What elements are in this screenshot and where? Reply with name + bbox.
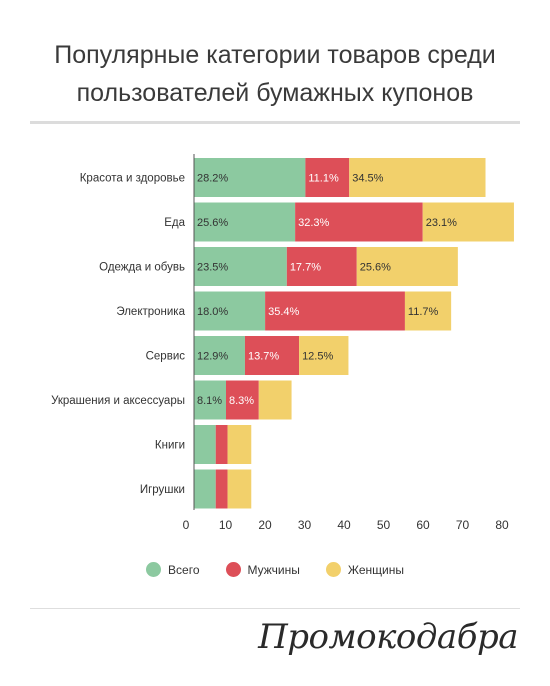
- data-label: 12.9%: [197, 351, 228, 363]
- x-tick-label: 40: [337, 518, 351, 532]
- bar-chart: Красота и здоровье 28.2% 11.1% 34.5% Еда 25.6…: [51, 154, 514, 532]
- bar-segment-all: [194, 202, 296, 242]
- data-label: 11.7%: [408, 306, 439, 318]
- legend-swatch-women: [325, 562, 341, 577]
- data-label: 25.6%: [360, 262, 391, 274]
- x-tick-label: 60: [416, 518, 430, 532]
- bar-segment-men: [286, 247, 357, 286]
- legend-item-women: Женщины: [325, 562, 404, 577]
- bar-segment-women: [299, 336, 349, 375]
- data-label: 32.3%: [298, 217, 329, 229]
- chart-title: Популярные категории товаров среди польз…: [0, 36, 550, 112]
- data-label: 13.7%: [248, 351, 279, 363]
- x-tick-label: 30: [298, 518, 312, 532]
- legend-label-women: Женщины: [347, 562, 404, 577]
- bar-segment-all: [194, 247, 287, 286]
- data-label: 8.1%: [197, 395, 222, 407]
- bar-segment-men: [244, 336, 300, 375]
- data-label: 11.1%: [308, 173, 339, 185]
- legend-swatch-all: [146, 562, 162, 577]
- bar-segment-women: [227, 469, 252, 509]
- data-label: 18.0%: [197, 306, 228, 318]
- bar-segment-men: [295, 202, 423, 242]
- legend-item-men: Мужчины: [225, 562, 300, 577]
- legend-swatch-men: [225, 562, 241, 577]
- brand-logo: Промокодабра: [258, 617, 518, 657]
- bar-segment-women: [422, 202, 514, 242]
- x-tick-label: 20: [258, 518, 272, 532]
- data-label: 8.3%: [229, 395, 254, 407]
- data-label: 12.5%: [302, 351, 333, 363]
- bar-segment-all: [194, 380, 226, 420]
- data-label: 34.5%: [352, 173, 383, 185]
- category-label: Украшения и аксессуары: [51, 395, 185, 407]
- bar-segment-women: [356, 247, 458, 286]
- chart-legend: Всего Мужчины Женщины: [0, 562, 550, 577]
- data-label: 23.5%: [197, 262, 228, 274]
- bar-segment-all: [194, 469, 216, 509]
- bar-segment-men: [215, 425, 228, 464]
- category-label: Одежда и обувь: [99, 262, 185, 274]
- category-label: Книги: [155, 440, 185, 452]
- category-label: Еда: [164, 217, 185, 229]
- data-label: 25.6%: [197, 217, 228, 229]
- bar-segment-men: [305, 158, 350, 197]
- data-label: 23.1%: [426, 217, 457, 229]
- legend-item-all: Всего: [146, 562, 200, 577]
- x-tick-label: 0: [183, 518, 190, 532]
- chart-title-line-2: пользователей бумажных купонов: [76, 79, 474, 107]
- bar-segment-men: [225, 380, 259, 420]
- x-tick-label: 80: [495, 518, 509, 532]
- chart-title-line-1: Популярные категории товаров среди: [54, 41, 496, 69]
- legend-label-men: Мужчины: [247, 562, 300, 577]
- category-label: Сервис: [146, 351, 186, 363]
- bar-segment-women: [349, 158, 486, 197]
- bar-segment-women: [258, 380, 292, 420]
- bar-segment-all: [194, 336, 245, 375]
- bar-segment-all: [194, 425, 216, 464]
- data-label: 17.7%: [290, 262, 321, 274]
- bar-segment-women: [404, 291, 452, 331]
- footer-divider: [30, 608, 520, 609]
- bar-segment-all: [194, 158, 306, 197]
- category-label: Игрушки: [140, 484, 185, 496]
- x-tick-label: 50: [377, 518, 391, 532]
- legend-label-all: Всего: [168, 562, 200, 577]
- x-tick-label: 10: [219, 518, 233, 532]
- data-label: 35.4%: [268, 306, 299, 318]
- title-divider: [30, 121, 520, 124]
- category-label: Электроника: [116, 306, 185, 318]
- bar-segment-men: [265, 291, 405, 331]
- data-label: 28.2%: [197, 173, 228, 185]
- bar-segment-women: [227, 425, 252, 464]
- category-label: Красота и здоровье: [80, 173, 185, 185]
- bar-segment-men: [215, 469, 228, 509]
- x-tick-label: 70: [456, 518, 470, 532]
- bar-segment-all: [194, 291, 266, 331]
